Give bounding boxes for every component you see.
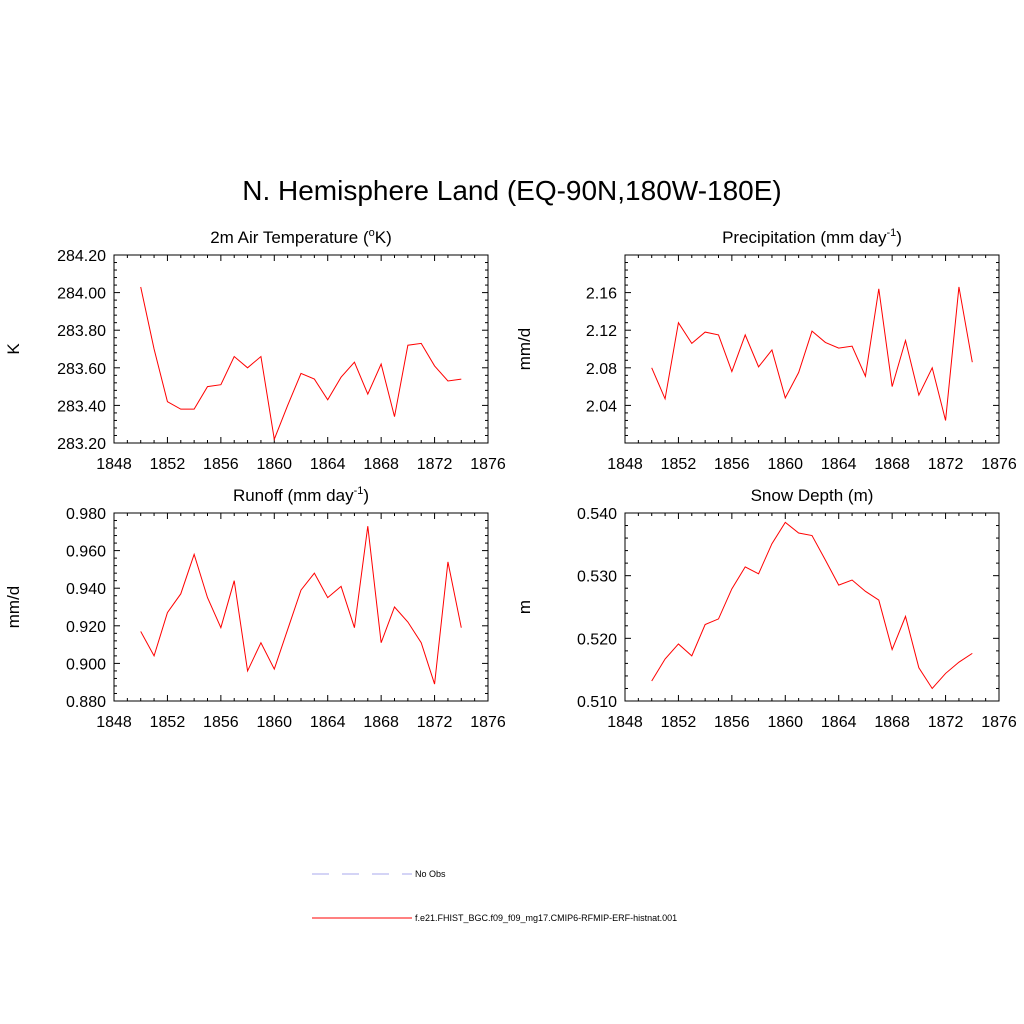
runoff-y-tick-label: 0.980 [66, 506, 106, 523]
precipitation-x-tick-label: 1848 [607, 456, 643, 473]
air-temperature-x-tick-label: 1848 [96, 456, 132, 473]
runoff-y-tick-label: 0.880 [66, 694, 106, 711]
air-temperature-y-tick-label: 283.80 [57, 323, 106, 340]
snow-depth-x-tick-label: 1872 [928, 714, 964, 731]
figure-title: N. Hemisphere Land (EQ-90N,180W-180E) [242, 175, 782, 206]
precipitation-series-line [651, 286, 973, 421]
snow-depth-panel: Snow Depth (m) m 1848 1852 1856 1860 1864 1868 1… [515, 486, 1017, 731]
snow-depth-x-tick-label: 1860 [767, 714, 803, 731]
precipitation-y-tick-label: 2.16 [586, 286, 617, 303]
air-temperature-y-tick-label: 283.20 [57, 436, 106, 453]
precipitation-x-tick-label: 1856 [714, 456, 750, 473]
runoff-x-tick-label: 1852 [150, 714, 186, 731]
air-temperature-plot-frame [113, 254, 489, 444]
precipitation-x-tick-label: 1872 [928, 456, 964, 473]
air-temperature-series-line [140, 286, 462, 442]
runoff-y-tick-label: 0.920 [66, 619, 106, 636]
air-temperature-y-tick-label: 284.20 [57, 248, 106, 265]
air-temperature-title: 2m Air Temperature (oK) [210, 227, 392, 247]
precipitation-y-tick-label: 2.12 [586, 323, 617, 340]
runoff-y-tick-label: 0.960 [66, 544, 106, 561]
precipitation-y-tick-label: 2.04 [586, 398, 617, 415]
runoff-x-tick-label: 1856 [203, 714, 239, 731]
legend: No Obs f.e21.FHIST_BGC.f09_f09_mg17.CMIP6… [312, 869, 677, 923]
air-temperature-x-tick-label: 1872 [417, 456, 453, 473]
runoff-title: Runoff (mm day-1) [233, 485, 369, 505]
air-temperature-x-tick-label: 1856 [203, 456, 239, 473]
snow-depth-y-tick-label: 0.540 [577, 506, 617, 523]
precipitation-y-tick-label: 2.08 [586, 361, 617, 378]
snow-depth-y-tick-label: 0.530 [577, 569, 617, 586]
snow-depth-y-tick-label: 0.510 [577, 694, 617, 711]
air-temperature-y-tick-label: 283.60 [57, 361, 106, 378]
precipitation-panel: Precipitation (mm day-1) mm/d 1848 1852 1856… [515, 227, 1017, 473]
precipitation-x-tick-label: 1860 [767, 456, 803, 473]
air-temperature-y-tick-label: 284.00 [57, 286, 106, 303]
air-temperature-y-tick-label: 283.40 [57, 398, 106, 415]
runoff-y-tick-label: 0.940 [66, 581, 106, 598]
snow-depth-x-tick-label: 1848 [607, 714, 643, 731]
runoff-x-tick-label: 1848 [96, 714, 132, 731]
precipitation-x-tick-label: 1876 [981, 456, 1017, 473]
snow-depth-y-axis-label: m [515, 600, 534, 614]
runoff-panel: Runoff (mm day-1) mm/d 1848 1852 1856 1860 186… [4, 485, 506, 731]
air-temperature-x-tick-label: 1876 [470, 456, 506, 473]
legend-label-1: No Obs [415, 869, 446, 879]
precipitation-x-tick-label: 1868 [874, 456, 910, 473]
precipitation-title: Precipitation (mm day-1) [722, 227, 902, 247]
snow-depth-y-tick-label: 0.520 [577, 631, 617, 648]
air-temperature-panel: 2m Air Temperature (oK) K 1848 1852 1856 1860… [4, 227, 506, 473]
snow-depth-plot-frame [624, 512, 1000, 702]
precipitation-y-axis-label: mm/d [515, 328, 534, 371]
precipitation-plot-frame [624, 254, 1000, 444]
snow-depth-x-tick-label: 1852 [661, 714, 697, 731]
air-temperature-x-tick-label: 1864 [310, 456, 346, 473]
runoff-x-tick-label: 1876 [470, 714, 506, 731]
snow-depth-x-tick-label: 1864 [821, 714, 857, 731]
panels-container: 2m Air Temperature (oK) K 1848 1852 1856 1860… [4, 227, 1017, 731]
runoff-x-tick-label: 1868 [363, 714, 399, 731]
precipitation-x-tick-label: 1852 [661, 456, 697, 473]
runoff-plot-frame [113, 512, 489, 702]
runoff-x-tick-label: 1872 [417, 714, 453, 731]
runoff-y-axis-label: mm/d [4, 586, 23, 629]
snow-depth-title: Snow Depth (m) [751, 486, 874, 505]
air-temperature-y-axis-label: K [4, 343, 23, 355]
snow-depth-x-tick-label: 1876 [981, 714, 1017, 731]
runoff-series-line [140, 526, 462, 685]
runoff-x-tick-label: 1864 [310, 714, 346, 731]
runoff-x-tick-label: 1860 [256, 714, 292, 731]
snow-depth-x-tick-label: 1856 [714, 714, 750, 731]
legend-label-2: f.e21.FHIST_BGC.f09_f09_mg17.CMIP6-RFMIP… [415, 913, 677, 923]
air-temperature-x-tick-label: 1852 [150, 456, 186, 473]
air-temperature-x-tick-label: 1868 [363, 456, 399, 473]
snow-depth-x-tick-label: 1868 [874, 714, 910, 731]
runoff-y-tick-label: 0.900 [66, 656, 106, 673]
snow-depth-series-line [651, 521, 973, 690]
air-temperature-x-tick-label: 1860 [256, 456, 292, 473]
precipitation-x-tick-label: 1864 [821, 456, 857, 473]
